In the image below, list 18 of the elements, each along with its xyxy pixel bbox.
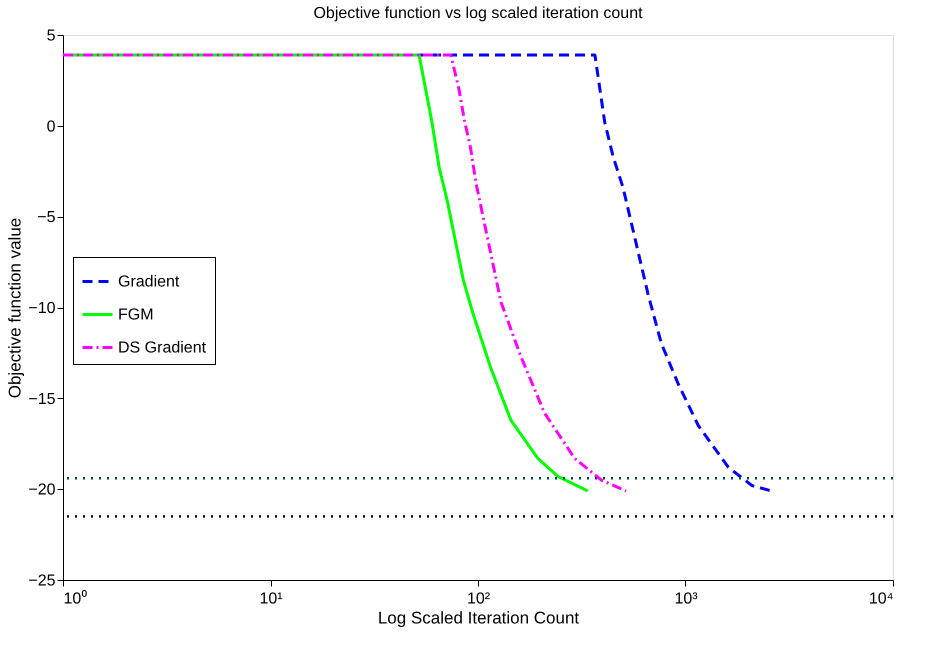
x-tick-label: 10³ [674, 590, 698, 608]
y-axis-title: Objective function value [5, 218, 24, 398]
y-tick-label: −20 [28, 482, 56, 499]
chart-title: Objective function vs log scaled iteration count [313, 5, 644, 22]
y-tick-label: −15 [28, 390, 56, 408]
legend-label: Gradient [118, 274, 180, 290]
x-tick-label: 10¹ [259, 590, 283, 608]
x-tick-label: 10⁴ [868, 590, 894, 608]
legend-label: DS Gradient [118, 340, 207, 356]
y-tick-label: −5 [37, 209, 56, 226]
x-tick-label: 10² [466, 590, 491, 608]
y-tick-label: −25 [28, 572, 56, 590]
legend-label: FGM [118, 306, 154, 324]
y-tick-label: 5 [46, 28, 56, 44]
x-axis-title: Log Scaled Iteration Count [378, 608, 580, 628]
x-tick-label: 10⁰ [64, 590, 88, 608]
y-tick-label: −10 [28, 300, 56, 317]
y-tick-label: 0 [46, 118, 56, 136]
